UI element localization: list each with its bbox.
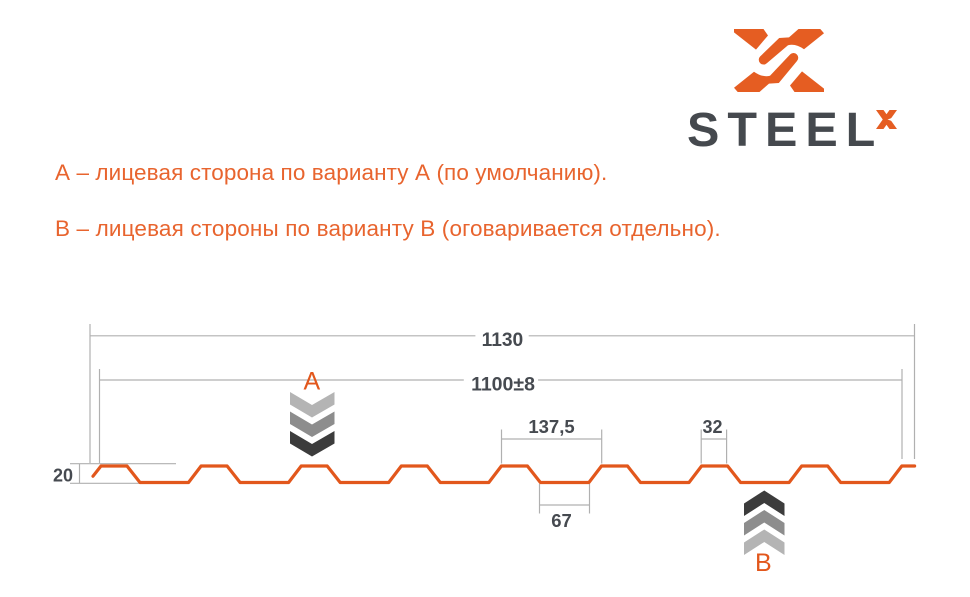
svg-text:B: B: [755, 549, 772, 577]
svg-text:20: 20: [53, 466, 73, 486]
svg-text:32: 32: [702, 417, 722, 437]
svg-text:A: A: [303, 368, 320, 396]
svg-text:1130: 1130: [482, 330, 524, 351]
svg-text:67: 67: [551, 510, 572, 531]
svg-text:1100±8: 1100±8: [471, 373, 535, 395]
svg-text:137,5: 137,5: [528, 416, 574, 437]
